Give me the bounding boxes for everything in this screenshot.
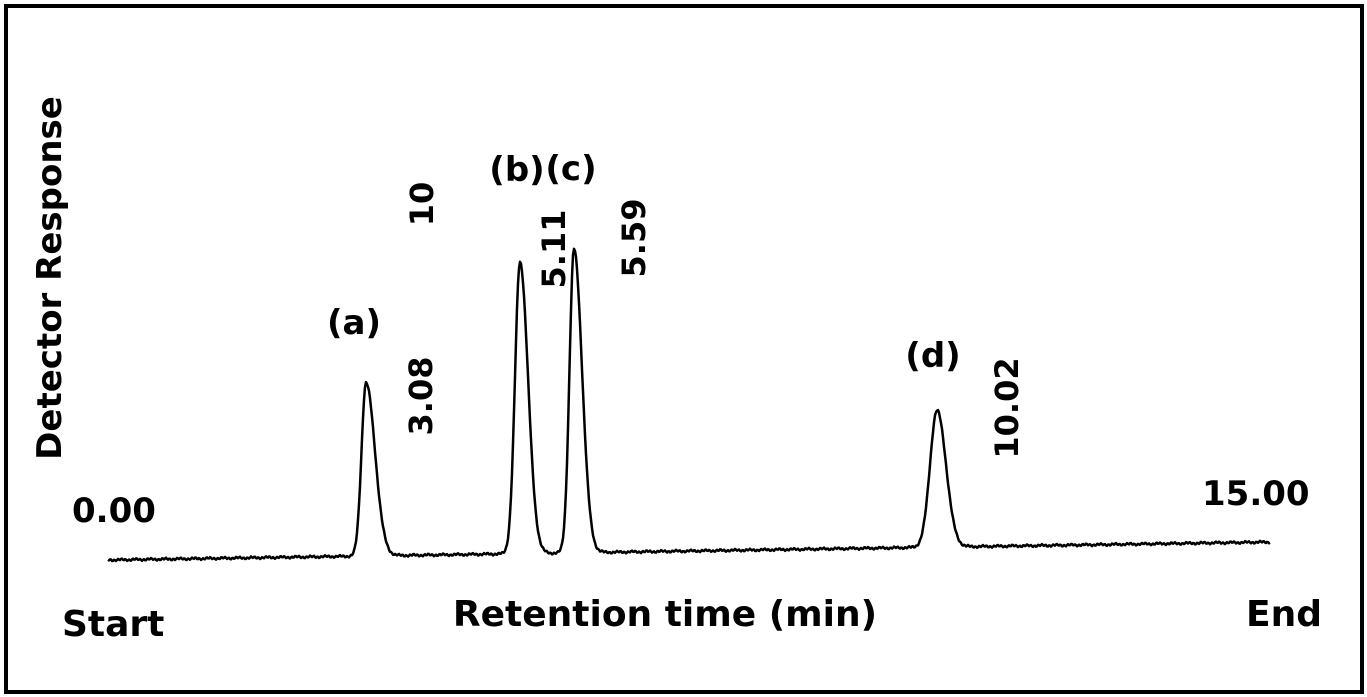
retention-time-label: 10.02 [988,357,1026,458]
peak-label-d: (d) [905,336,960,376]
peak-label-b: (b) [489,150,544,190]
chromatogram-chart: Detector Response Retention time (min) 0… [30,96,1322,645]
y-axis-label: Detector Response [30,96,70,460]
peak-label-c: (c) [545,149,596,189]
retention-time-label: 3.08 [402,357,440,436]
x-axis-label: Retention time (min) [453,594,877,635]
chart-frame: Detector Response Retention time (min) 0… [4,4,1364,694]
chromatogram-trace [107,247,1271,563]
peak-label-a: (a) [327,303,381,343]
end-value-label: 15.00 [1202,474,1310,514]
retention-time-label: 5.11 [535,210,573,289]
end-label: End [1246,594,1322,635]
retention-time-label: 5.59 [615,199,653,278]
start-value-label: 0.00 [72,491,156,531]
peaks-layer: (a) 3.08 (b) 5.11 (c) 5.59 (d) 10.02 [327,149,1026,459]
start-label: Start [62,604,164,645]
extra-annotation: 10 [403,182,441,227]
